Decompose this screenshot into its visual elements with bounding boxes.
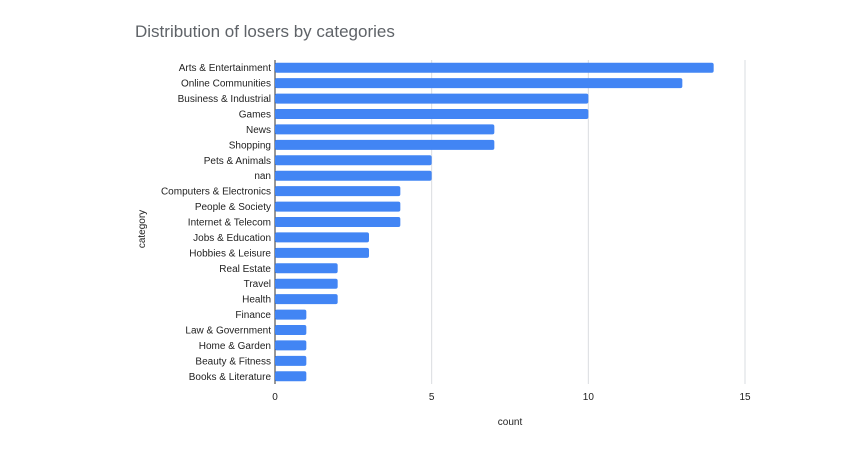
- bar: [275, 263, 338, 274]
- category-label: Hobbies & Leisure: [189, 248, 271, 259]
- bar: [275, 232, 369, 243]
- category-label: Travel: [244, 279, 271, 290]
- category-label: Internet & Telecom: [188, 218, 271, 229]
- category-label: Online Communities: [181, 79, 271, 90]
- category-label: Books & Literature: [189, 372, 272, 383]
- bar: [275, 139, 495, 150]
- category-label: Pets & Animals: [204, 156, 271, 167]
- category-label: nan: [254, 171, 271, 182]
- category-label: Home & Garden: [199, 341, 271, 352]
- bar: [275, 186, 401, 197]
- bar-layer: [275, 62, 714, 382]
- bar: [275, 309, 307, 320]
- bar: [275, 355, 307, 366]
- category-label: Arts & Entertainment: [179, 63, 271, 74]
- category-label: Health: [242, 295, 271, 306]
- bar: [275, 78, 683, 89]
- bar: [275, 93, 589, 104]
- x-axis-title: count: [498, 417, 523, 428]
- bar: [275, 201, 401, 212]
- category-label: Computers & Electronics: [161, 187, 271, 198]
- bar: [275, 247, 369, 258]
- y-axis-title: category: [137, 210, 148, 248]
- bar: [275, 217, 401, 227]
- category-label: Shopping: [229, 140, 271, 151]
- category-label: Business & Industrial: [178, 94, 271, 105]
- bar: [275, 109, 589, 119]
- category-label: Games: [239, 110, 271, 121]
- category-label: People & Society: [195, 202, 271, 213]
- x-tick-label: 5: [429, 392, 435, 403]
- category-label: Law & Government: [185, 326, 271, 337]
- x-tick-label: 0: [272, 392, 278, 403]
- category-label: Beauty & Fitness: [195, 356, 271, 367]
- category-label: Real Estate: [219, 264, 271, 275]
- bar: [275, 325, 307, 335]
- bar: [275, 124, 495, 135]
- bar: [275, 371, 307, 382]
- bar: [275, 294, 338, 305]
- category-label: Finance: [235, 310, 271, 321]
- bar: [275, 340, 307, 351]
- bar: [275, 170, 432, 181]
- category-label: Jobs & Education: [193, 233, 271, 244]
- category-label: News: [246, 125, 271, 136]
- bar: [275, 278, 338, 289]
- x-tick-label: 10: [583, 392, 595, 403]
- x-tick-labels: 0 5 10 15: [272, 392, 751, 403]
- category-labels: Arts & Entertainment Online Communities Bu…: [161, 63, 271, 383]
- chart-title: Distribution of losers by categories: [135, 22, 395, 41]
- bar: [275, 62, 714, 73]
- x-tick-label: 15: [739, 392, 751, 403]
- bar: [275, 155, 432, 166]
